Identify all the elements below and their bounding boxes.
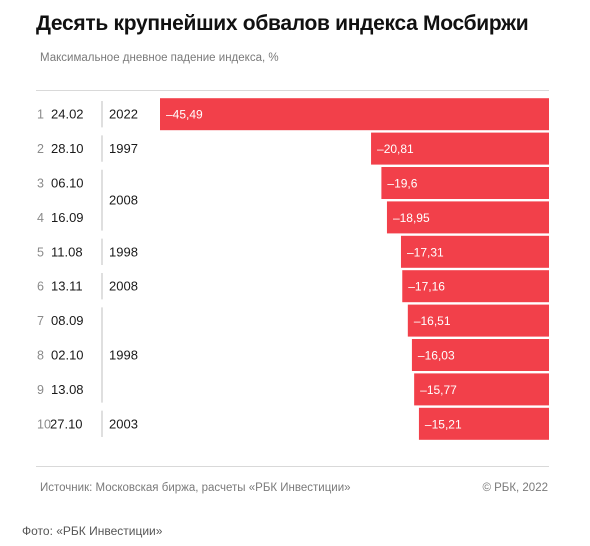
bar [371, 132, 549, 165]
bar [414, 373, 549, 406]
data-label: –15,77 [420, 383, 457, 397]
bar [411, 339, 549, 371]
copyright-note: © РБК, 2022 [482, 482, 548, 494]
data-label: –18,95 [393, 211, 430, 225]
year-label: 2003 [109, 416, 138, 431]
tick-label: 11.08 [51, 244, 83, 259]
top-divider [36, 90, 549, 91]
data-label: –16,03 [418, 349, 455, 363]
source-note: Источник: Московская биржа, расчеты «РБК… [40, 482, 351, 494]
rank-label: 10 [37, 417, 51, 431]
data-label: –45,49 [166, 108, 203, 122]
tick-label: 08.09 [51, 313, 84, 328]
tick-label: 16.09 [51, 210, 84, 225]
rank-label: 2 [37, 142, 44, 156]
rank-label: 1 [37, 108, 44, 122]
year-label: 1998 [109, 348, 138, 363]
tick-label: 24.02 [51, 107, 84, 122]
data-label: –17,31 [407, 245, 444, 259]
year-label: 2022 [109, 107, 138, 122]
year-label: 1998 [109, 244, 138, 259]
data-label: –15,21 [425, 417, 462, 431]
rank-label: 5 [37, 245, 44, 259]
rank-label: 6 [37, 280, 44, 294]
rank-label: 9 [37, 383, 44, 397]
bar [400, 235, 549, 268]
photo-credit: Фото: «РБК Инвестиции» [22, 524, 163, 538]
bar [407, 304, 549, 337]
rank-label: 8 [37, 349, 44, 363]
data-label: –20,81 [377, 142, 414, 156]
year-label: 1997 [109, 141, 138, 156]
year-label: 2008 [109, 279, 138, 294]
tick-label: 13.11 [51, 279, 83, 294]
data-label: –19,6 [387, 177, 417, 191]
chart-title: Десять крупнейших обвалов индекса Мосбир… [36, 12, 529, 35]
bar [418, 407, 549, 440]
tick-label: 02.10 [51, 348, 84, 363]
bar [381, 167, 549, 199]
bottom-divider [36, 466, 549, 467]
rank-label: 3 [37, 177, 44, 191]
bar [160, 98, 549, 131]
chart-subtitle: Максимальное дневное падение индекса, % [40, 52, 279, 64]
tick-label: 13.08 [51, 382, 84, 397]
tick-label: 06.10 [51, 176, 84, 191]
rank-label: 4 [37, 211, 44, 225]
bar [386, 201, 549, 234]
year-label: 2008 [109, 193, 138, 208]
data-label: –17,16 [408, 280, 445, 294]
tick-label: 27.10 [50, 416, 83, 431]
bar [402, 270, 549, 303]
rank-label: 7 [37, 314, 44, 328]
data-label: –16,51 [414, 314, 451, 328]
tick-label: 28.10 [51, 141, 84, 156]
